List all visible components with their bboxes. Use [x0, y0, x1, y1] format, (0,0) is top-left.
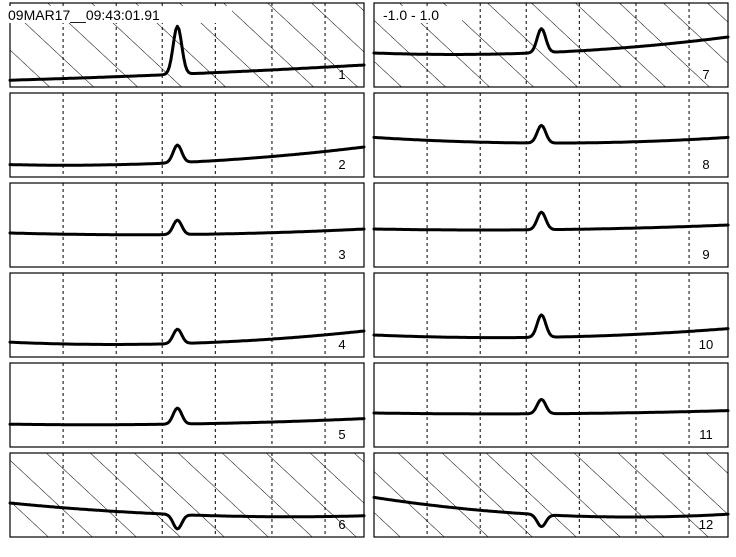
panel-number: 7 — [702, 67, 709, 82]
trace-panel-10: 10 — [372, 272, 730, 358]
panel-number: 11 — [699, 427, 713, 442]
trace-panel-7: 7 — [372, 2, 730, 88]
trace-line — [8, 218, 366, 237]
panel-frame — [9, 272, 365, 358]
panel-frame — [373, 272, 729, 358]
panel-number: 4 — [338, 337, 345, 352]
trace-panel-9: 9 — [372, 182, 730, 268]
trace-line — [372, 27, 730, 56]
trace-panel-6: 6 — [8, 452, 366, 538]
panel-number: 12 — [699, 517, 713, 532]
trace-line — [8, 501, 366, 531]
panel-frame — [9, 2, 365, 88]
panel-number: 2 — [338, 157, 345, 172]
trace-line — [8, 24, 366, 82]
range-label: -1.0 - 1.0 — [383, 7, 439, 23]
panel-number: 6 — [338, 517, 345, 532]
trace-line — [8, 406, 366, 427]
trace-panel-12: 12 — [372, 452, 730, 538]
trace-line — [372, 123, 730, 145]
panel-frame — [9, 362, 365, 448]
hatch-fill — [10, 453, 364, 537]
panel-frame — [373, 362, 729, 448]
panel-number: 5 — [338, 427, 345, 442]
panel-frame — [373, 2, 729, 88]
trace-line — [8, 327, 366, 346]
panel-frame — [9, 452, 365, 538]
trace-line — [372, 495, 730, 529]
panel-number: 8 — [702, 157, 709, 172]
panel-number: 1 — [338, 67, 345, 82]
range-backdrop — [380, 6, 462, 23]
panel-frame — [373, 452, 729, 538]
timestamp-backdrop — [6, 6, 232, 23]
hatch-fill — [374, 453, 728, 537]
panel-frame — [373, 92, 729, 178]
panel-frame — [373, 182, 729, 268]
panel-number: 10 — [699, 337, 713, 352]
panel-frame — [9, 182, 365, 268]
panel-number: 9 — [702, 247, 709, 262]
panel-frame — [9, 92, 365, 178]
trace-panel-2: 2 — [8, 92, 366, 178]
trace-panel-4: 4 — [8, 272, 366, 358]
trace-line — [372, 313, 730, 340]
trace-line — [372, 210, 730, 232]
panel-number: 3 — [338, 247, 345, 262]
trace-line — [372, 397, 730, 416]
trace-line — [8, 143, 366, 167]
trace-panel-5: 5 — [8, 362, 366, 448]
trace-panel-3: 3 — [8, 182, 366, 268]
trace-panel-11: 11 — [372, 362, 730, 448]
timestamp-label: 09MAR17__09:43:01.91 — [8, 7, 160, 23]
trace-panel-8: 8 — [372, 92, 730, 178]
